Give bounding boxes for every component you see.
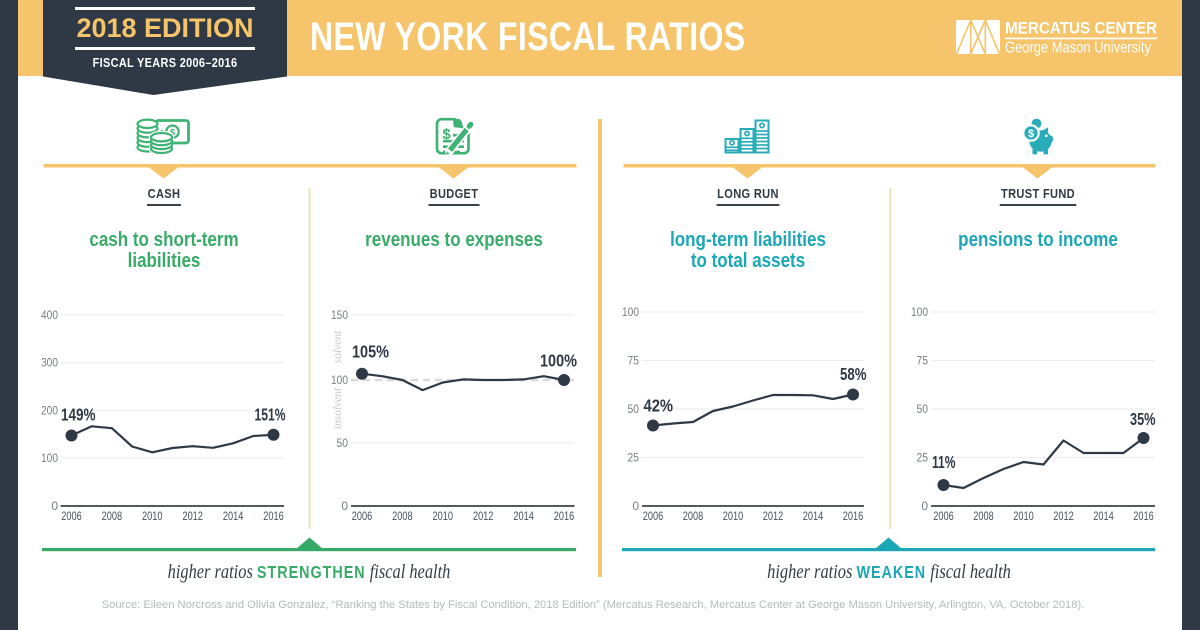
svg-text:2008: 2008: [973, 509, 994, 523]
svg-text:0: 0: [51, 499, 58, 513]
svg-text:2012: 2012: [763, 509, 784, 523]
svg-text:151%: 151%: [255, 405, 286, 425]
svg-text:105%: 105%: [352, 342, 389, 362]
svg-text:2010: 2010: [723, 509, 744, 523]
svg-text:2006: 2006: [933, 509, 954, 523]
svg-text:75: 75: [917, 354, 929, 368]
svg-text:100%: 100%: [540, 351, 577, 371]
svg-text:2006: 2006: [643, 509, 664, 523]
svg-text:2006: 2006: [61, 509, 82, 523]
svg-text:$: $: [1028, 128, 1034, 140]
svg-text:100: 100: [41, 451, 58, 465]
svg-text:58%: 58%: [840, 364, 867, 384]
svg-text:2016: 2016: [843, 509, 864, 523]
svg-text:2010: 2010: [1013, 509, 1034, 523]
svg-text:$: $: [442, 126, 451, 143]
svg-text:0: 0: [921, 499, 928, 513]
svg-text:42%: 42%: [644, 396, 674, 416]
svg-text:2006: 2006: [352, 509, 373, 523]
svg-text:2014: 2014: [1093, 509, 1114, 523]
svg-text:149%: 149%: [61, 405, 96, 425]
svg-text:2016: 2016: [1133, 509, 1154, 523]
svg-text:100: 100: [622, 305, 639, 319]
svg-text:75: 75: [628, 354, 640, 368]
svg-text:35%: 35%: [1130, 409, 1156, 429]
svg-text:2012: 2012: [1053, 509, 1074, 523]
svg-text:100: 100: [911, 305, 928, 319]
svg-text:MERCATUS CENTER: MERCATUS CENTER: [1005, 19, 1157, 38]
svg-text:2008: 2008: [392, 509, 413, 523]
svg-text:100: 100: [331, 373, 348, 387]
svg-text:insolvent: insolvent: [332, 387, 344, 429]
svg-text:25: 25: [917, 451, 929, 465]
svg-text:2008: 2008: [683, 509, 704, 523]
svg-text:2016: 2016: [554, 509, 575, 523]
svg-text:2014: 2014: [513, 509, 534, 523]
svg-text:50: 50: [917, 402, 929, 416]
svg-text:50: 50: [628, 402, 640, 416]
svg-text:2008: 2008: [102, 509, 123, 523]
svg-text:200: 200: [41, 404, 58, 418]
svg-text:0: 0: [632, 499, 639, 513]
svg-text:George Mason University: George Mason University: [1005, 40, 1151, 57]
svg-text:11%: 11%: [932, 452, 956, 472]
svg-text:25: 25: [628, 451, 640, 465]
svg-text:2010: 2010: [142, 509, 163, 523]
svg-text:400: 400: [41, 308, 58, 322]
svg-text:150: 150: [331, 308, 348, 322]
svg-text:0: 0: [341, 499, 348, 513]
svg-text:2014: 2014: [803, 509, 824, 523]
svg-text:2010: 2010: [433, 509, 454, 523]
svg-text:50: 50: [337, 436, 349, 450]
svg-text:solvent: solvent: [332, 330, 344, 363]
svg-text:$: $: [170, 127, 175, 137]
svg-text:2012: 2012: [473, 509, 494, 523]
svg-text:2016: 2016: [263, 509, 284, 523]
svg-text:300: 300: [41, 356, 58, 370]
svg-text:2014: 2014: [223, 509, 244, 523]
svg-text:2012: 2012: [182, 509, 203, 523]
